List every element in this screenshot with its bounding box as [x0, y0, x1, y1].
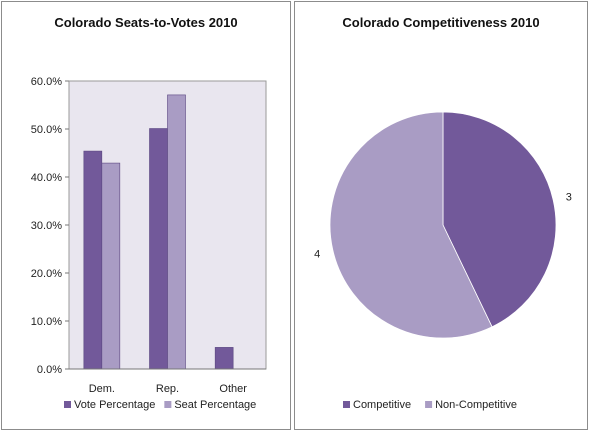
y-tick-label: 10.0%	[31, 316, 62, 328]
bar-seat-percentage-dem	[101, 162, 121, 370]
y-tick-label: 30.0%	[31, 220, 62, 232]
y-tick-label: 20.0%	[31, 268, 62, 280]
y-tick-label: 0.0%	[37, 364, 62, 376]
bar-vote-percentage-dem	[83, 150, 103, 370]
legend-swatch	[425, 401, 433, 408]
bar-chart-panel: Colorado Seats-to-Votes 2010 0.0% 10.0% 20…	[1, 1, 291, 430]
legend-label: Competitive	[353, 399, 411, 411]
legend-swatch	[64, 401, 71, 408]
pie-slice-non-competitive	[329, 111, 493, 339]
pie-chart-panel: Colorado Competitiveness 2010 3 4 Competit…	[294, 1, 588, 430]
pie-chart-title: Colorado Competitiveness 2010	[342, 15, 540, 30]
legend-label: Non-Competitive	[435, 399, 517, 411]
pie-chart: 3 4 Competitive Non-Competitive	[314, 111, 572, 411]
legend-swatch	[164, 401, 172, 408]
x-tick-label: Rep.	[156, 383, 179, 395]
x-tick-label: Dem.	[89, 383, 115, 395]
legend-label: Vote Percentage	[74, 399, 155, 411]
bar-vote-percentage-rep	[149, 128, 168, 370]
pie-slice-competitive	[442, 111, 557, 328]
legend-label: Seat Percentage	[174, 399, 256, 411]
y-tick-label: 40.0%	[31, 172, 62, 184]
bar-seat-percentage-rep	[167, 94, 186, 370]
bar-chart-title: Colorado Seats-to-Votes 2010	[54, 15, 238, 30]
y-tick-label: 50.0%	[31, 124, 62, 136]
y-tick-label: 60.0%	[31, 76, 62, 88]
pie-data-label: 3	[566, 191, 572, 203]
x-tick-label: Other	[219, 383, 247, 395]
bar-chart: 0.0% 10.0% 20.0% 30.0% 40.0% 50.0% 60.0% Dem. Re…	[31, 76, 267, 411]
legend-swatch	[343, 401, 350, 408]
pie-data-label: 4	[314, 249, 320, 261]
bar-vote-percentage-other	[214, 347, 234, 370]
